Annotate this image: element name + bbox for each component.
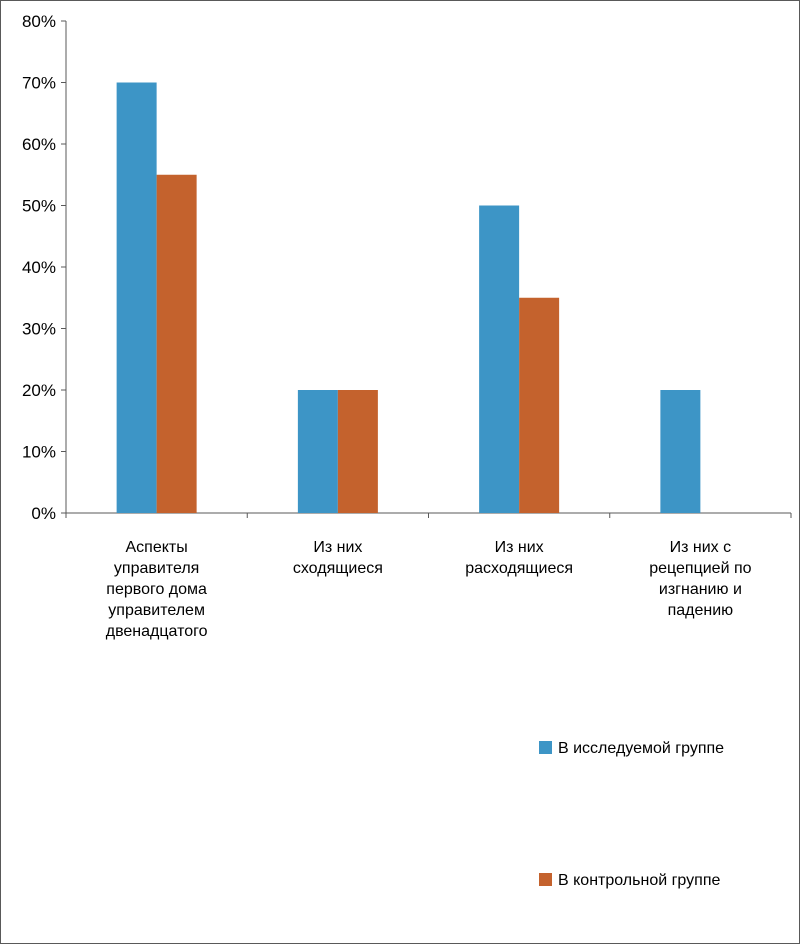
y-tick-label: 60%: [22, 135, 56, 154]
legend-label: В исследуемой группе: [558, 740, 724, 757]
y-tick-label: 70%: [22, 74, 56, 93]
category-label: Из них сходящиеся: [293, 539, 383, 577]
legend-swatch: [539, 873, 552, 886]
category-label: Из них расходящиеся: [465, 539, 573, 577]
bar-series0-cat2: [479, 205, 520, 513]
y-tick-label: 20%: [22, 381, 56, 400]
bar-series1-cat2: [519, 297, 560, 513]
legend-label: В контрольной группе: [558, 872, 720, 889]
y-tick-label: 50%: [22, 197, 56, 216]
y-tick-label: 80%: [22, 12, 56, 31]
y-tick-label: 40%: [22, 258, 56, 277]
y-tick-label: 30%: [22, 320, 56, 339]
legend-swatch: [539, 741, 552, 754]
bar-series1-cat0: [156, 174, 197, 513]
bar-series0-cat1: [297, 390, 338, 513]
bar-series1-cat1: [337, 390, 378, 513]
y-tick-label: 0%: [31, 504, 56, 523]
bar-series0-cat3: [660, 390, 701, 513]
category-label: Из них с рецепцией по изгнанию и падению: [649, 539, 751, 619]
y-tick-label: 10%: [22, 443, 56, 462]
bar-series0-cat0: [116, 82, 157, 513]
category-label: Аспекты управителя первого дома управителем…: [106, 539, 208, 640]
